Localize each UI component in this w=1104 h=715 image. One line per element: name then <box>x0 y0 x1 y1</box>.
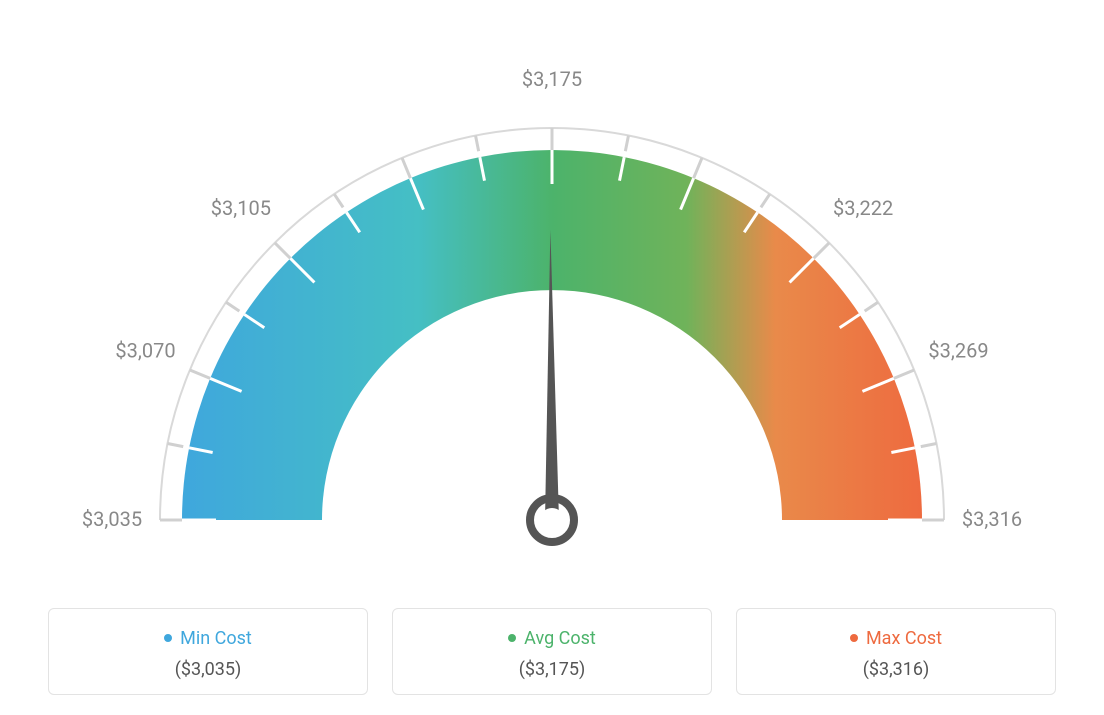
svg-text:$3,105: $3,105 <box>211 196 271 220</box>
legend-label-min: Min Cost <box>180 628 252 649</box>
legend-title-min: Min Cost <box>164 628 252 649</box>
legend-card-avg: Avg Cost ($3,175) <box>392 608 712 695</box>
legend-value-max: ($3,316) <box>737 659 1055 680</box>
legend-label-max: Max Cost <box>866 628 942 649</box>
svg-text:$3,316: $3,316 <box>962 507 1022 531</box>
legend-dot-max <box>850 634 858 642</box>
svg-text:$3,035: $3,035 <box>82 507 142 531</box>
legend-row: Min Cost ($3,035) Avg Cost ($3,175) Max … <box>20 608 1084 695</box>
legend-label-avg: Avg Cost <box>524 628 596 649</box>
legend-title-max: Max Cost <box>850 628 942 649</box>
legend-card-max: Max Cost ($3,316) <box>736 608 1056 695</box>
cost-gauge-chart: $3,035 $3,070 $3,105 $3,175 $3,222 $3,269 $3,3… <box>20 20 1084 695</box>
legend-title-avg: Avg Cost <box>508 628 596 649</box>
svg-text:$3,070: $3,070 <box>115 339 175 363</box>
legend-value-min: ($3,035) <box>49 659 367 680</box>
legend-dot-avg <box>508 634 516 642</box>
gauge-svg: $3,035 $3,070 $3,105 $3,175 $3,222 $3,269 $3,3… <box>20 20 1084 580</box>
legend-dot-min <box>164 634 172 642</box>
svg-text:$3,222: $3,222 <box>833 196 893 220</box>
legend-card-min: Min Cost ($3,035) <box>48 608 368 695</box>
legend-value-avg: ($3,175) <box>393 659 711 680</box>
svg-text:$3,269: $3,269 <box>928 339 988 363</box>
svg-text:$3,175: $3,175 <box>522 67 582 91</box>
